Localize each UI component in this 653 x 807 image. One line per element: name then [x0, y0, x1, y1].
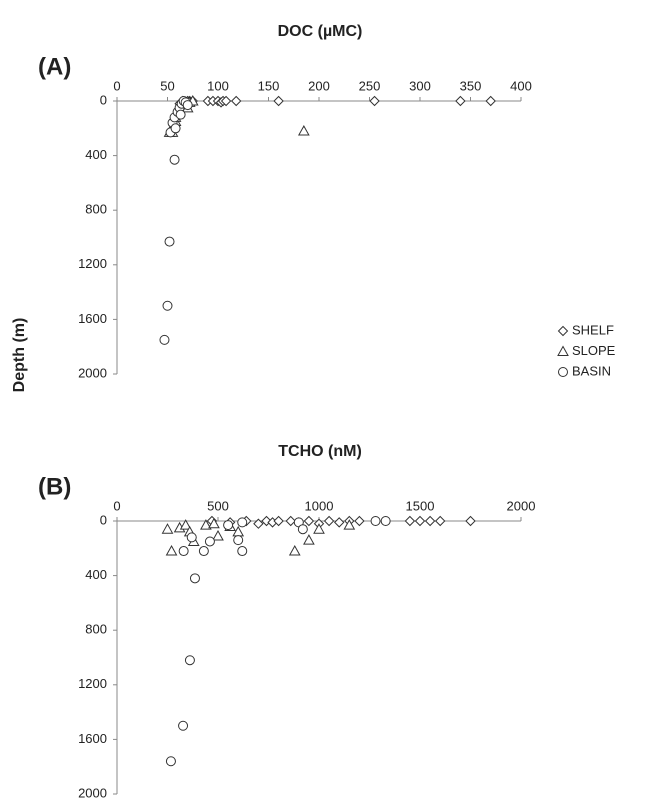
- point: [237, 546, 248, 557]
- point: [161, 523, 174, 534]
- point: [333, 517, 345, 528]
- point: [370, 516, 381, 526]
- point: [465, 515, 476, 527]
- x-tick-label: 350: [460, 78, 482, 93]
- x-tick-label: 0: [113, 498, 120, 513]
- x-tick-label: 1000: [305, 498, 334, 513]
- x-tick-label: 1500: [406, 498, 435, 513]
- point: [343, 519, 356, 530]
- x-tick-label: 200: [308, 78, 330, 93]
- point: [175, 109, 186, 120]
- point: [162, 300, 173, 311]
- point: [414, 515, 426, 527]
- point: [184, 655, 195, 666]
- point: [178, 546, 189, 557]
- point: [285, 515, 296, 527]
- point: [485, 95, 496, 107]
- legend-marker: [558, 367, 568, 377]
- legend-label: SHELF: [572, 322, 614, 337]
- y-tick-label: 1200: [78, 256, 107, 271]
- point: [303, 515, 315, 527]
- x-tick-label: 0: [113, 78, 120, 93]
- x-tick-label: 400: [510, 78, 532, 93]
- legend-marker: [557, 325, 569, 337]
- chart-title: TCHO (nM): [278, 443, 362, 460]
- x-tick-label: 300: [409, 78, 431, 93]
- point: [169, 154, 180, 165]
- legend-label: BASIN: [572, 363, 611, 378]
- point: [288, 545, 301, 556]
- y-tick-label: 2000: [78, 785, 107, 800]
- y-tick-label: 1600: [78, 311, 107, 326]
- point: [198, 546, 209, 557]
- point: [159, 334, 170, 345]
- x-tick-label: 150: [258, 78, 280, 93]
- x-tick-label: 2000: [507, 498, 536, 513]
- x-tick-label: 50: [160, 78, 174, 93]
- x-tick-label: 500: [207, 498, 229, 513]
- point: [298, 125, 310, 136]
- point: [434, 515, 446, 527]
- point: [179, 519, 192, 530]
- point: [204, 536, 215, 547]
- y-tick-label: 400: [85, 567, 107, 582]
- point: [165, 545, 178, 556]
- point: [232, 525, 245, 537]
- panel-label: (A): [38, 53, 71, 80]
- point: [273, 515, 284, 527]
- point: [369, 95, 380, 107]
- point: [404, 515, 416, 527]
- point: [223, 520, 234, 531]
- point: [253, 518, 264, 529]
- legend-label: SLOPE: [572, 343, 616, 358]
- point: [233, 535, 244, 546]
- point: [323, 515, 335, 527]
- x-tick-label: 100: [207, 78, 229, 93]
- y-axis-label: Depth (m): [11, 318, 28, 393]
- y-tick-label: 1600: [78, 731, 107, 746]
- point: [186, 532, 197, 543]
- point: [212, 529, 224, 541]
- y-tick-label: 800: [85, 202, 107, 217]
- point: [424, 515, 436, 527]
- point: [165, 756, 176, 767]
- point: [303, 534, 315, 545]
- point: [170, 123, 181, 134]
- y-tick-label: 400: [85, 147, 107, 162]
- chart-title: DOC (µMC): [278, 23, 363, 40]
- point: [297, 524, 308, 535]
- point: [230, 95, 242, 107]
- point: [182, 100, 193, 111]
- point: [313, 523, 325, 534]
- y-tick-label: 2000: [78, 365, 107, 380]
- y-tick-label: 0: [100, 512, 107, 527]
- point: [178, 720, 189, 731]
- point: [189, 573, 200, 584]
- point: [380, 516, 391, 526]
- point: [164, 236, 175, 247]
- point: [208, 517, 220, 529]
- y-tick-label: 800: [85, 622, 107, 637]
- point: [354, 515, 365, 527]
- point: [455, 95, 466, 107]
- point: [220, 95, 232, 107]
- legend-marker: [557, 345, 569, 356]
- y-tick-label: 0: [100, 92, 107, 107]
- panel-label: (B): [38, 473, 71, 500]
- point: [200, 519, 212, 530]
- point: [237, 517, 248, 528]
- x-tick-label: 250: [359, 78, 381, 93]
- point: [273, 95, 284, 107]
- y-tick-label: 1200: [78, 676, 107, 691]
